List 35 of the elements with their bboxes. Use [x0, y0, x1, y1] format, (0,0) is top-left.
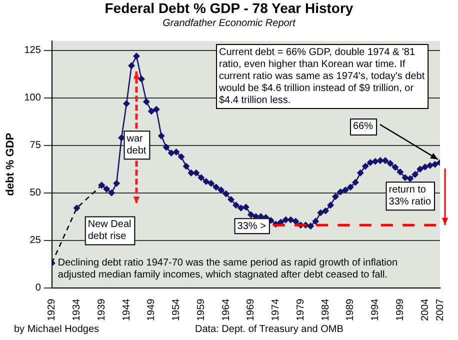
x-tick-label: 1999 [394, 298, 406, 322]
x-tick-label: 2007 [434, 298, 446, 322]
x-tick-label: 1989 [345, 298, 356, 322]
text: by Michael Hodges [14, 324, 100, 335]
y-tick-label: 100 [24, 92, 42, 104]
x-tick-label: 2004 [420, 298, 431, 322]
y-tick-label: 50 [30, 188, 42, 199]
x-tick-label: 1964 [220, 298, 232, 322]
x-tick-label: 1994 [370, 298, 382, 322]
x-tick-label: 1954 [171, 298, 182, 322]
x-tick-label: 1934 [72, 298, 83, 322]
ref-line-label: 33% > [237, 220, 266, 232]
y-tick-label: 0 [35, 282, 42, 294]
x-tick-label: 1959 [196, 298, 207, 322]
annotation: 66% [353, 121, 374, 132]
y-tick-label: 75 [30, 140, 42, 152]
x-tick-label: 1929 [46, 298, 58, 322]
x-tick-label: 1949 [146, 298, 158, 322]
x-tick-label: 1984 [320, 298, 332, 322]
y-tick-label: 125 [24, 45, 42, 56]
x-tick-label: 1939 [96, 298, 108, 322]
x-tick-label: 1969 [246, 298, 257, 322]
annotation: return to 33% ratio [388, 184, 432, 208]
annotation: New Deal debt rise [88, 218, 132, 242]
y-axis-title: debt % GDP [4, 132, 17, 196]
x-tick-label: 1979 [295, 298, 306, 322]
annotation: war debt [126, 133, 146, 156]
x-tick-label: 1944 [121, 298, 132, 322]
x-tick-label: 1974 [270, 298, 282, 322]
y-tick-label: 25 [30, 235, 42, 246]
text: Data: Dept. of Treasury and OMB [195, 324, 344, 335]
annotation: Declining debt ratio 1947-70 was the same period as rapid growth of inflation adjusted median family incomes, which stagnated after debt ceased to fall. [58, 258, 398, 281]
chart-subtitle: Grandfather Economic Report [162, 18, 297, 29]
annotation: Current debt = 66% GDP, double 1974 & '81 ratio, even higher than Korean war time. If current ratio was same as 1974's, today's debt would be $4.6 trillion instead of $9 trillion, or $4.4 trillion less. [218, 46, 425, 106]
chart-title: Federal Debt % GDP - 78 Year History [104, 0, 354, 16]
